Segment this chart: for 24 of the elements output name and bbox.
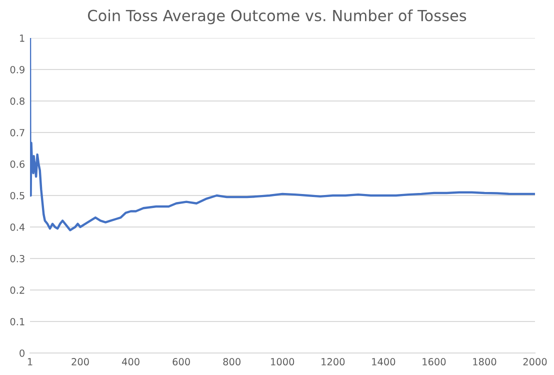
x-tick-label: 1600 xyxy=(422,358,446,366)
y-tick-label: 0.8 xyxy=(10,97,24,105)
y-tick-label: 0.1 xyxy=(10,318,24,326)
line-series xyxy=(30,38,535,232)
x-tick-label: 1 xyxy=(28,358,32,366)
x-tick-label: 800 xyxy=(223,358,240,366)
y-tick-label: 0 xyxy=(20,349,24,357)
y-tick-label: 0.6 xyxy=(10,160,25,168)
y-tick-label: 0.4 xyxy=(10,223,25,231)
x-tick-label: 1800 xyxy=(473,358,496,366)
y-tick-label: 0.2 xyxy=(10,286,24,294)
y-tick-label: 0.9 xyxy=(10,66,24,74)
chart-title: Coin Toss Average Outcome vs. Number of Tosses xyxy=(88,9,466,24)
x-tick-label: 1200 xyxy=(322,358,345,366)
y-tick-label: 0.5 xyxy=(10,192,24,200)
x-tick-label: 1400 xyxy=(372,358,396,366)
x-tick-label: 400 xyxy=(122,358,140,366)
y-tick-label: 1 xyxy=(20,34,24,42)
x-tick-label: 200 xyxy=(72,358,89,366)
y-tick-label: 0.3 xyxy=(10,254,24,262)
x-tick-label: 1000 xyxy=(271,358,294,366)
x-tick-label: 600 xyxy=(172,358,190,366)
y-tick-label: 0.7 xyxy=(10,128,24,136)
x-tick-label: 2000 xyxy=(523,358,547,366)
